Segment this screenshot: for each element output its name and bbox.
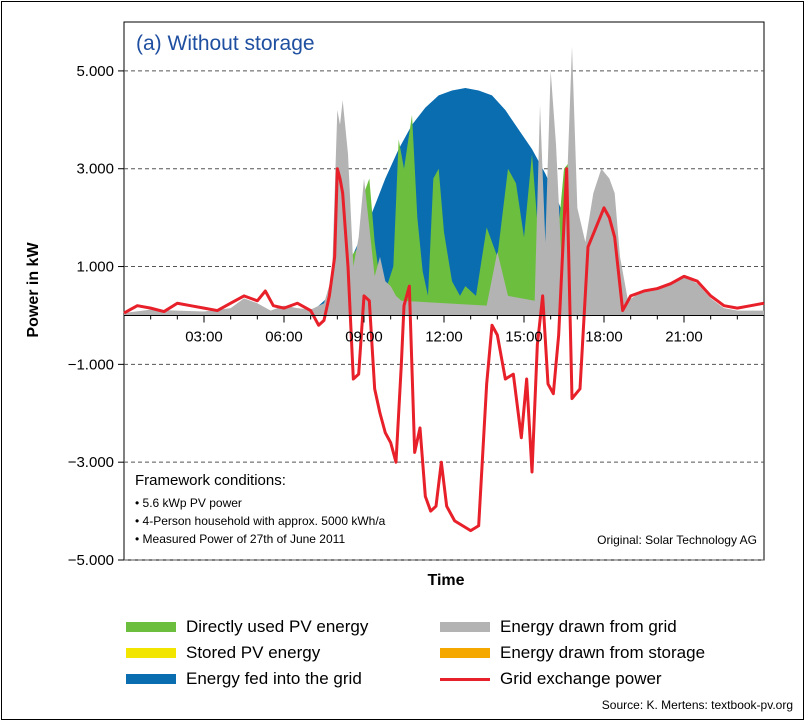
x-tick-label: 15:00 <box>505 328 543 345</box>
y-tick-label: 1.000 <box>76 259 114 276</box>
grid-lines <box>124 70 764 561</box>
credit-label: Original: Solar Technology AG <box>597 533 757 547</box>
framework-heading: Framework conditions: <box>135 472 286 489</box>
x-tick-label: 03:00 <box>185 328 223 345</box>
framework-box: Framework conditions: • 5.6 kWp PV power… <box>135 472 386 546</box>
framework-bullet: • Measured Power of 27th of June 2011 <box>135 532 345 546</box>
source-credit: Source: K. Mertens: textbook-pv.org <box>601 698 793 712</box>
x-tick-label: 09:00 <box>345 328 383 345</box>
chart-title: (a) Without storage <box>136 32 315 55</box>
y-tick-label: −1.000 <box>68 356 114 373</box>
x-tick-label: 06:00 <box>265 328 303 345</box>
area-energy-drawn-from-grid <box>124 46 764 316</box>
y-tick-label: −3.000 <box>68 454 114 471</box>
y-ticks: 5.000 3.000 1.000 −1.000 −3.000 −5.000 <box>68 63 124 569</box>
series-layer <box>123 46 765 533</box>
x-tick-label: 12:00 <box>425 328 463 345</box>
y-tick-label: 3.000 <box>76 161 114 178</box>
framework-bullet: • 4-Person household with approx. 5000 k… <box>135 514 386 528</box>
x-tick-label: 21:00 <box>665 328 703 345</box>
y-axis-label: Power in kW <box>25 242 42 338</box>
y-tick-label: 5.000 <box>76 63 114 80</box>
line-grid-exchange-power <box>123 167 765 533</box>
x-axis-label: Time <box>427 572 464 589</box>
x-tick-label: 18:00 <box>585 328 623 345</box>
x-ticks: 03:00 06:00 09:00 12:00 15:00 18:00 21:00 <box>123 315 765 345</box>
y-tick-label: −5.000 <box>68 552 114 569</box>
framework-bullets: • 5.6 kWp PV power • 4-Person household w… <box>135 496 386 546</box>
framework-bullet: • 5.6 kWp PV power <box>135 496 242 510</box>
